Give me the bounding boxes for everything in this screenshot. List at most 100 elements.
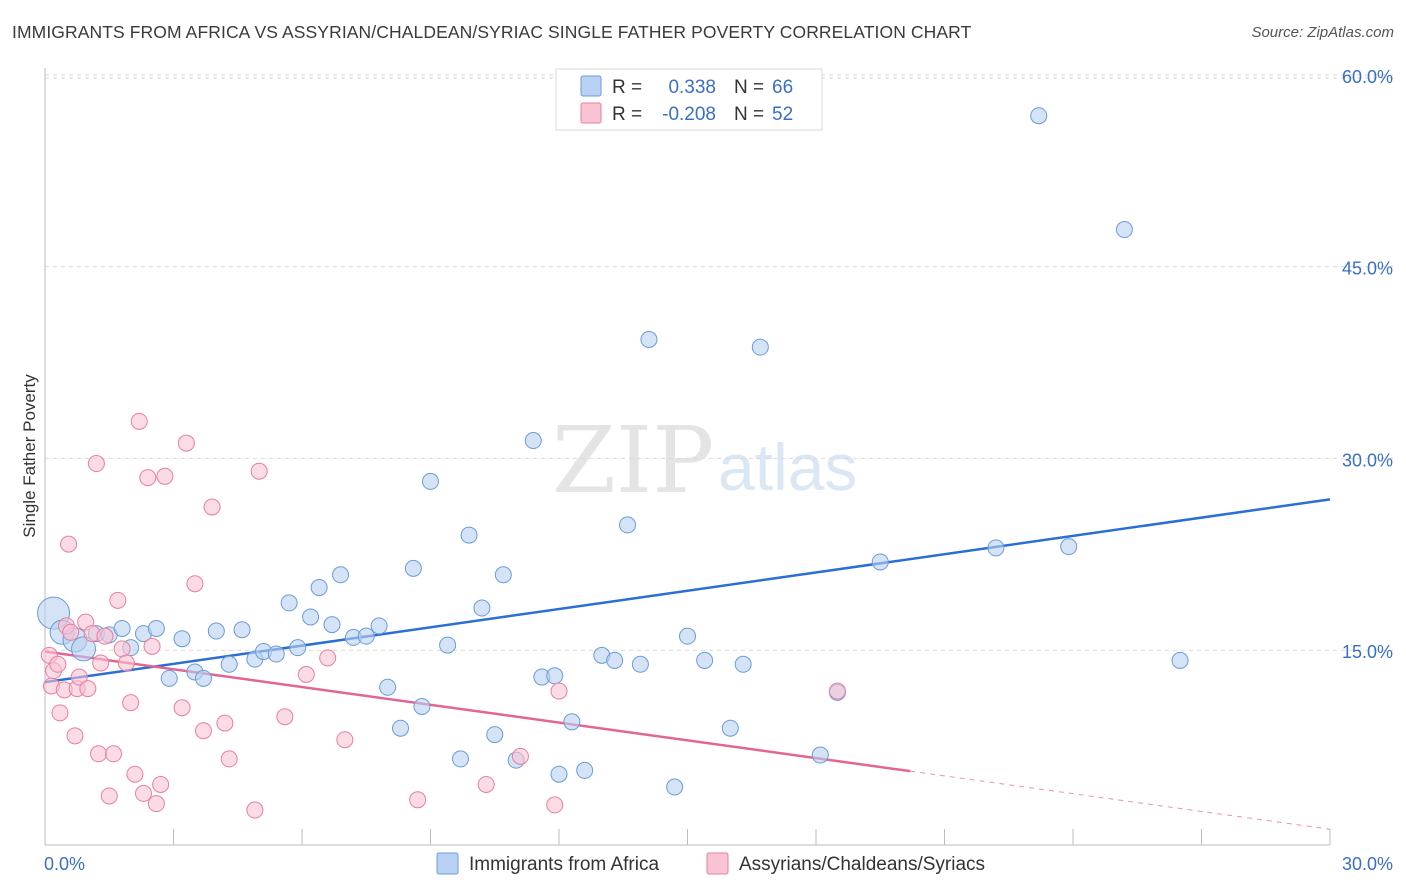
point-assyrian-48 [511,747,529,765]
point-assyrian-16 [90,745,108,763]
chart-title: IMMIGRANTS FROM AFRICA VS ASSYRIAN/CHALD… [12,22,972,42]
point-africa-19 [267,645,285,663]
point-africa-32 [413,697,431,715]
point-africa-54 [696,651,714,669]
trend-lines [44,498,1331,830]
point-assyrian-26 [130,412,148,430]
point-africa-41 [524,432,542,450]
watermark-zip: ZIP [552,407,714,514]
point-assyrian-46 [409,791,427,809]
point-assyrian-44 [319,649,337,667]
point-assyrian-9 [66,727,84,745]
y-tick-label-30: 30.0% [1342,450,1393,470]
point-africa-6 [113,619,131,637]
point-assyrian-40 [246,801,264,819]
point-africa-50 [631,655,649,673]
point-africa-21 [289,639,307,657]
point-africa-39 [494,566,512,584]
point-assyrian-32 [156,467,174,485]
point-assyrian-37 [203,498,221,516]
point-assyrian-13 [79,680,97,698]
point-assyrian-36 [194,722,212,740]
point-africa-29 [379,678,397,696]
y-axis-label: Single Father Poverty [20,374,39,538]
point-africa-34 [439,636,457,654]
point-assyrian-39 [220,750,238,768]
point-assyrian-49 [546,796,564,814]
axes [44,68,1331,846]
point-assyrian-8 [62,623,80,641]
legend-swatch-blue [580,75,602,97]
x-tick-labels: 0.0% 30.0% [44,854,1393,874]
point-africa-43 [546,667,564,685]
point-africa-53 [679,627,696,645]
point-africa-65 [1171,651,1189,669]
data-points [37,107,1189,819]
point-africa-55 [721,719,739,737]
legend-series: Immigrants from Africa Assyrians/Chaldea… [436,852,985,875]
point-assyrian-34 [177,434,195,452]
point-africa-36 [460,526,478,544]
trend-line-assyrian-extension [910,770,1331,830]
point-africa-61 [987,539,1005,557]
legend-r-value-1: 0.338 [668,77,716,98]
point-africa-46 [576,761,594,779]
point-africa-57 [751,338,769,356]
point-africa-56 [734,655,752,673]
legend-r-label-1: R = [612,77,642,98]
point-assyrian-24 [122,694,140,712]
point-assyrian-31 [152,775,170,793]
point-africa-37 [473,599,491,617]
point-assyrian-21 [109,591,127,609]
point-africa-16 [233,621,251,639]
point-assyrian-45 [336,731,354,749]
point-assyrian-4 [51,704,69,722]
point-africa-10 [160,669,178,687]
point-assyrian-41 [250,462,268,480]
point-africa-58 [811,746,829,764]
legend-stats: R = 0.338 N = 66 R = -0.208 N = 52 [555,68,823,131]
point-assyrian-27 [135,784,153,802]
point-assyrian-18 [96,627,114,645]
point-africa-28 [370,617,388,635]
point-assyrian-29 [143,637,161,655]
legend-n-value-2: 52 [772,104,793,125]
point-africa-3 [71,636,97,662]
point-assyrian-3 [49,655,67,673]
legend-swatch-pink [580,102,602,124]
point-assyrian-22 [113,640,131,658]
point-africa-24 [323,616,341,634]
y-tick-label-45: 45.0% [1342,259,1393,279]
point-africa-25 [332,566,350,584]
point-assyrian-43 [297,665,315,683]
point-africa-49 [619,516,637,534]
watermark-atlas: atlas [718,430,857,504]
point-africa-31 [404,559,422,577]
point-assyrian-47 [477,775,495,793]
legend-r-label-2: R = [612,104,642,125]
point-assyrian-11 [70,668,88,686]
point-africa-27 [357,627,375,645]
point-assyrian-35 [186,575,204,593]
point-africa-60 [871,553,889,571]
point-assyrian-42 [276,708,294,726]
y-tick-label-15: 15.0% [1342,642,1393,662]
point-assyrian-19 [100,787,118,805]
point-africa-63 [1060,538,1078,556]
point-assyrian-7 [60,535,78,553]
point-assyrian-20 [105,745,123,763]
point-assyrian-17 [92,654,110,672]
legend-bottom-swatch-blue [436,852,459,875]
point-africa-22 [302,608,320,626]
point-africa-11 [173,630,191,648]
legend-n-label-1: N = [734,77,764,98]
point-africa-14 [207,622,225,640]
point-africa-35 [451,750,469,768]
point-assyrian-15 [87,455,105,473]
legend-series-2: Assyrians/Chaldeans/Syriacs [739,854,985,875]
legend-n-value-1: 66 [772,77,793,98]
point-africa-45 [563,713,581,731]
point-assyrian-23 [117,654,135,672]
point-africa-52 [666,778,684,796]
